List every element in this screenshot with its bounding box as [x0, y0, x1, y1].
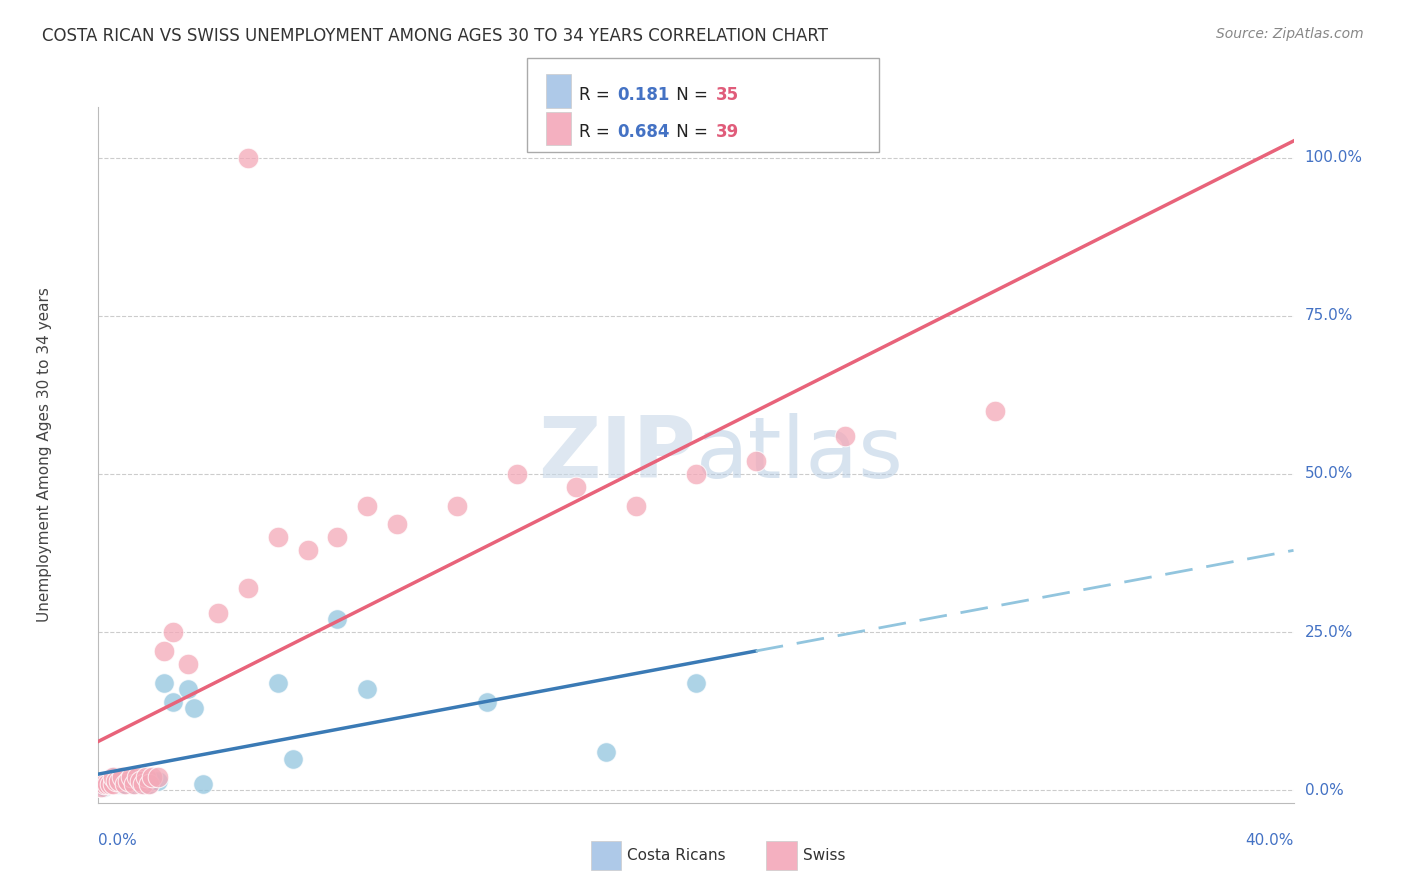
Point [111, 771, 134, 785]
Point [120, 771, 142, 785]
Point [98, 777, 122, 791]
Point [138, 777, 160, 791]
Text: 75.0%: 75.0% [1305, 309, 1353, 323]
Point [475, 695, 498, 709]
Point [177, 681, 200, 696]
Point [105, 773, 128, 788]
Point [117, 771, 139, 785]
Point [127, 773, 149, 788]
Point [117, 773, 139, 788]
Point [141, 771, 163, 785]
Point [103, 771, 125, 785]
Point [138, 777, 160, 791]
Point [267, 675, 290, 690]
Point [141, 773, 163, 788]
Point [506, 467, 529, 481]
Point [124, 777, 146, 791]
Point [834, 429, 856, 443]
Text: 0.0%: 0.0% [1305, 782, 1343, 797]
Point [90, 780, 112, 794]
Point [111, 777, 134, 791]
Point [120, 777, 142, 791]
Point [595, 745, 617, 759]
Point [565, 479, 588, 493]
Point [153, 644, 176, 658]
Point [135, 773, 157, 788]
Point [685, 675, 707, 690]
Text: 39: 39 [716, 123, 740, 141]
Point [162, 695, 184, 709]
Point [624, 499, 647, 513]
Point [117, 773, 139, 788]
Text: Source: ZipAtlas.com: Source: ZipAtlas.com [1216, 27, 1364, 41]
Point [356, 499, 378, 513]
Text: N =: N = [671, 86, 713, 103]
Point [111, 771, 134, 785]
Text: 25.0%: 25.0% [1305, 624, 1353, 640]
Text: 0.0%: 0.0% [98, 833, 138, 848]
Point [96, 777, 118, 791]
Point [132, 777, 155, 791]
Point [114, 777, 136, 791]
Point [183, 701, 205, 715]
Text: R =: R = [579, 86, 616, 103]
Point [177, 657, 200, 671]
Text: atlas: atlas [696, 413, 904, 497]
Point [281, 751, 304, 765]
Point [132, 777, 155, 791]
Text: N =: N = [671, 123, 713, 141]
Point [108, 771, 131, 785]
Point [105, 777, 128, 791]
Point [446, 499, 468, 513]
Text: COSTA RICAN VS SWISS UNEMPLOYMENT AMONG AGES 30 TO 34 YEARS CORRELATION CHART: COSTA RICAN VS SWISS UNEMPLOYMENT AMONG … [42, 27, 828, 45]
Point [983, 403, 1005, 417]
Point [326, 530, 349, 544]
Point [207, 606, 229, 620]
Point [326, 612, 349, 626]
Point [129, 777, 152, 791]
Text: 50.0%: 50.0% [1305, 467, 1353, 482]
Point [148, 771, 170, 785]
Point [103, 771, 125, 785]
Point [108, 777, 131, 791]
Point [96, 777, 118, 791]
Point [356, 681, 378, 696]
Point [162, 625, 184, 640]
Point [267, 530, 290, 544]
Text: ZIP: ZIP [538, 413, 696, 497]
Text: R =: R = [579, 123, 616, 141]
Point [135, 771, 157, 785]
Text: 35: 35 [716, 86, 738, 103]
Point [236, 581, 259, 595]
Point [103, 777, 125, 791]
Point [153, 675, 176, 690]
Point [93, 780, 115, 794]
Text: Unemployment Among Ages 30 to 34 years: Unemployment Among Ages 30 to 34 years [37, 287, 52, 623]
Point [236, 151, 259, 165]
Text: 0.181: 0.181 [617, 86, 669, 103]
Point [98, 777, 122, 791]
Point [191, 777, 214, 791]
Text: 100.0%: 100.0% [1305, 150, 1362, 165]
Point [385, 517, 409, 532]
Point [93, 777, 115, 791]
Point [103, 777, 125, 791]
Point [124, 777, 146, 791]
Text: 0.684: 0.684 [617, 123, 669, 141]
Text: 40.0%: 40.0% [1246, 833, 1294, 848]
Point [148, 773, 170, 788]
Point [114, 777, 136, 791]
Point [90, 780, 112, 794]
Point [129, 773, 152, 788]
Text: Costa Ricans: Costa Ricans [627, 848, 725, 863]
Point [745, 454, 768, 468]
Point [108, 773, 131, 788]
Point [685, 467, 707, 481]
Point [127, 771, 149, 785]
Point [297, 542, 319, 557]
Text: Swiss: Swiss [803, 848, 845, 863]
